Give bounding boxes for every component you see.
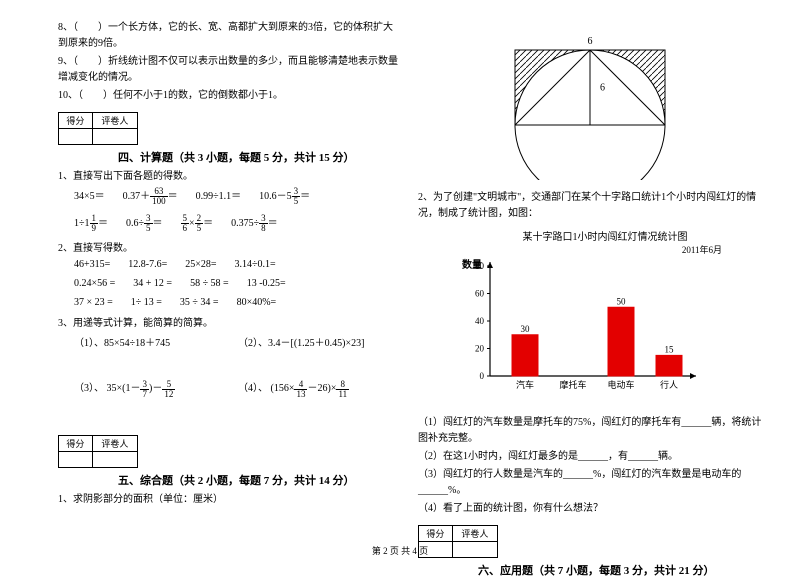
q4-2-row2: 37 × 23 = 1÷ 13 = 35 ÷ 34 = 80×40%= xyxy=(74,297,402,312)
svg-text:6: 6 xyxy=(588,36,593,47)
score-label: 得分 xyxy=(59,113,93,129)
expr: 34×5＝ xyxy=(74,187,105,206)
expr: 1÷119＝ xyxy=(74,214,108,233)
q4-3-label: 3、用递等式计算，能简算的简算。 xyxy=(58,316,402,332)
svg-text:电动车: 电动车 xyxy=(607,379,634,390)
score-box-5: 得分 评卷人 xyxy=(58,435,138,468)
math-row-2: 1÷119＝ 0.6÷35＝ 56×25＝ 0.375÷38＝ xyxy=(74,214,402,237)
stmt-8: 8、（ ）一个长方体，它的长、宽、高都扩大到原来的3倍，它的体积扩大到原来的9倍… xyxy=(58,20,402,52)
expr: 56×25＝ xyxy=(181,214,214,233)
svg-text:汽车: 汽车 xyxy=(516,379,534,390)
expr: 0.37＋63100＝ xyxy=(123,187,178,206)
bar-chart: 数量02040608030汽车摩托车50电动车15行人 xyxy=(448,256,708,406)
section-6-title: 六、应用题（共 7 小题，每题 3 分，共计 21 分） xyxy=(478,562,762,578)
math-row-1: 34×5＝ 0.37＋63100＝ 0.99÷1.1＝ 10.6－535＝ xyxy=(74,187,402,210)
q4-3-1: （1）、85×54÷18＋745 xyxy=(74,334,238,349)
left-column: 8、（ ）一个长方体，它的长、宽、高都扩大到原来的3倍，它的体积扩大到原来的9倍… xyxy=(50,20,410,535)
q4-2-row1: 0.24×56 = 34 + 12 = 58 ÷ 58 = 13 -0.25= xyxy=(74,278,402,293)
sub-q-4: （4）看了上面的统计图，你有什么想法？ xyxy=(418,501,762,517)
score-cell xyxy=(59,129,93,145)
section-4-title: 四、计算题（共 3 小题，每题 5 分，共计 15 分） xyxy=(118,149,402,165)
svg-text:摩托车: 摩托车 xyxy=(559,379,586,390)
right-column: 66 2、为了创建"文明城市"，交通部门在某个十字路口统计1个小时内闯红灯的情况… xyxy=(410,20,770,535)
svg-text:40: 40 xyxy=(475,316,485,326)
q4-3-pair2: （3）、 35×(1－37)－512 （4）、 (156×413－26)×811 xyxy=(74,379,402,398)
q4-1-label: 1、直接写出下面各题的得数。 xyxy=(58,169,402,185)
geometry-figure: 66 xyxy=(460,20,720,180)
svg-text:50: 50 xyxy=(617,296,627,306)
expr: 0.99÷1.1＝ xyxy=(196,187,242,206)
chart-date: 2011年6月 xyxy=(448,243,722,256)
svg-text:60: 60 xyxy=(475,289,485,299)
stmt-10: 10、（ ）任何不小于1的数，它的倒数都小于1。 xyxy=(58,88,402,104)
q4-3-2: （2）、3.4－[(1.25＋0.45)×23] xyxy=(238,334,402,349)
svg-text:15: 15 xyxy=(665,344,675,354)
sub-q-3: （3）闯红灯的行人数量是汽车的______%，闯红灯的汽车数量是电动车的____… xyxy=(418,467,762,499)
q4-3-4: （4）、 (156×413－26)×811 xyxy=(238,379,402,398)
svg-text:0: 0 xyxy=(480,371,485,381)
svg-text:行人: 行人 xyxy=(660,379,678,390)
q5-1: 1、求阴影部分的面积（单位：厘米） xyxy=(58,492,402,508)
q4-3-pair1: （1）、85×54÷18＋745 （2）、3.4－[(1.25＋0.45)×23… xyxy=(74,334,402,349)
chart-title: 某十字路口1小时内闯红灯情况统计图 xyxy=(448,228,762,243)
expr: 0.375÷38＝ xyxy=(231,214,278,233)
bar-chart-wrap: 某十字路口1小时内闯红灯情况统计图 2011年6月 数量02040608030汽… xyxy=(448,228,762,409)
sub-q-2: （2）在这1小时内，闯红灯最多的是______，有______辆。 xyxy=(418,449,762,465)
svg-text:6: 6 xyxy=(600,83,605,94)
grader-label: 评卷人 xyxy=(92,113,137,129)
q4-2-label: 2、直接写得数。 xyxy=(58,241,402,257)
page-footer: 第 2 页 共 4 页 xyxy=(0,544,800,557)
q4-2-row0: 46+315= 12.8-7.6= 25×28= 3.14÷0.1= xyxy=(74,259,402,274)
sub-q-1: （1）闯红灯的汽车数量是摩托车的75%，闯红灯的摩托车有______辆，将统计图… xyxy=(418,415,762,447)
exam-page: 8、（ ）一个长方体，它的长、宽、高都扩大到原来的3倍，它的体积扩大到原来的9倍… xyxy=(0,0,800,565)
svg-text:20: 20 xyxy=(475,344,485,354)
stmt-9: 9、（ ）折线统计图不仅可以表示出数量的多少，而且能够清楚地表示数量增减变化的情… xyxy=(58,54,402,86)
svg-text:30: 30 xyxy=(521,324,531,334)
svg-text:80: 80 xyxy=(475,261,485,271)
expr: 10.6－535＝ xyxy=(259,187,310,206)
q4-3-3: （3）、 35×(1－37)－512 xyxy=(74,379,238,398)
q2-intro: 2、为了创建"文明城市"，交通部门在某个十字路口统计1个小时内闯红灯的情况，制成… xyxy=(418,190,762,222)
score-box-4: 得分 评卷人 xyxy=(58,112,138,145)
expr: 0.6÷35＝ xyxy=(126,214,163,233)
section-5-title: 五、综合题（共 2 小题，每题 7 分，共计 14 分） xyxy=(118,472,402,488)
grader-cell xyxy=(92,129,137,145)
